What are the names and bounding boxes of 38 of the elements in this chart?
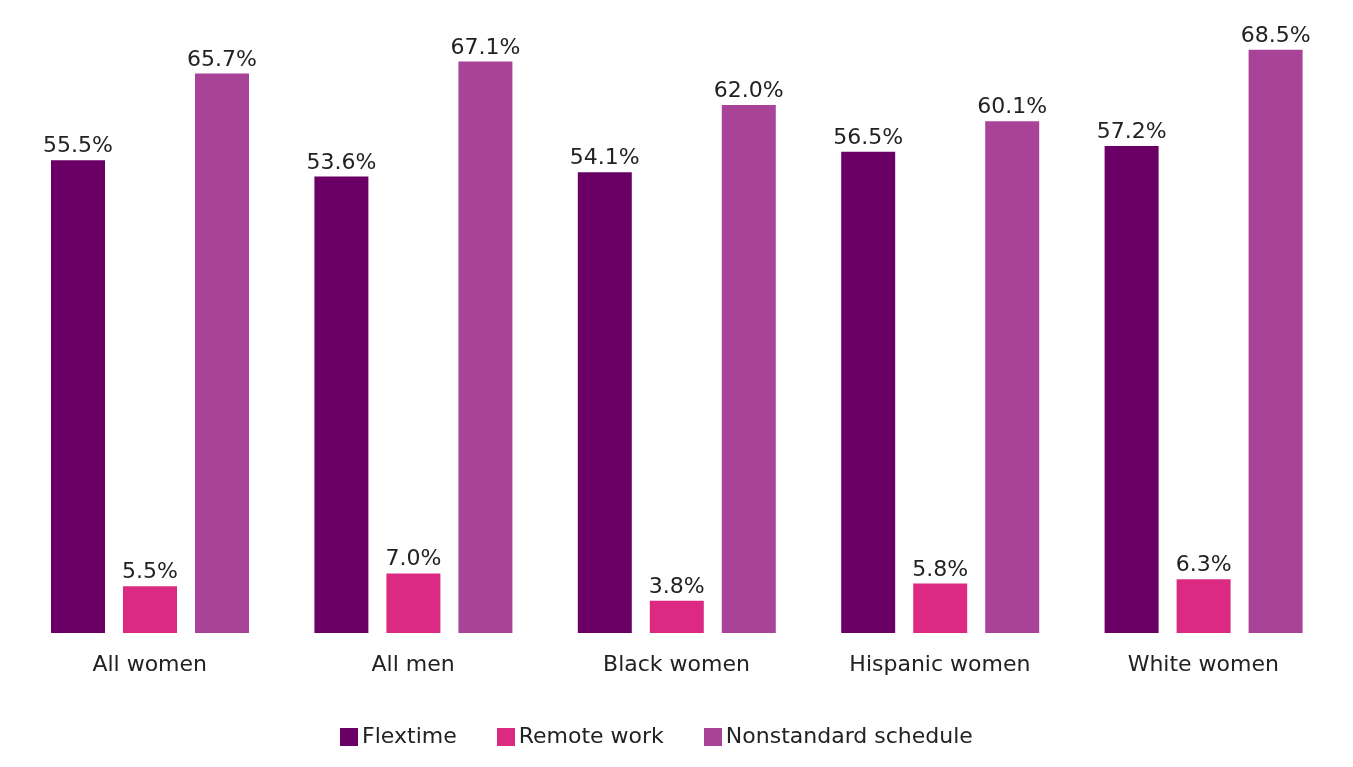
bar	[841, 151, 896, 633]
bar	[985, 121, 1040, 633]
legend-label: Flextime	[362, 723, 457, 748]
x-tick-label: All women	[92, 650, 208, 676]
bar	[195, 73, 249, 633]
data-label: 67.1%	[450, 33, 521, 59]
data-label: 68.5%	[1240, 21, 1311, 47]
data-label: 3.8%	[648, 572, 705, 598]
bar	[123, 586, 177, 633]
data-label: 55.5%	[43, 132, 113, 158]
data-label: 7.0%	[385, 545, 442, 571]
x-tick-label: White women	[1127, 650, 1279, 676]
data-label: 60.1%	[977, 93, 1048, 119]
data-label: 5.5%	[122, 558, 178, 584]
data-label: 6.3%	[1175, 551, 1232, 577]
x-tick-label: All men	[371, 650, 455, 676]
bar	[1104, 145, 1159, 633]
data-label: 62.0%	[713, 77, 784, 103]
bar	[1176, 579, 1231, 633]
x-tick-label: Black women	[603, 650, 750, 676]
data-label: 56.5%	[833, 123, 904, 149]
x-tick-label: Hispanic women	[849, 650, 1031, 676]
bar	[1248, 49, 1303, 633]
bar	[649, 600, 704, 633]
bar	[577, 172, 632, 633]
data-label: 54.1%	[569, 144, 640, 170]
bar	[458, 61, 513, 633]
bar	[314, 176, 369, 633]
bar	[51, 160, 105, 633]
data-label: 5.8%	[912, 555, 969, 581]
bar	[721, 105, 776, 633]
bar	[913, 583, 968, 633]
legend-label: Remote work	[518, 723, 664, 748]
bar	[386, 573, 441, 633]
data-label: 57.2%	[1096, 117, 1167, 143]
data-label: 53.6%	[306, 148, 377, 174]
data-label: 65.7%	[187, 45, 257, 71]
legend-label: Nonstandard schedule	[725, 723, 973, 748]
